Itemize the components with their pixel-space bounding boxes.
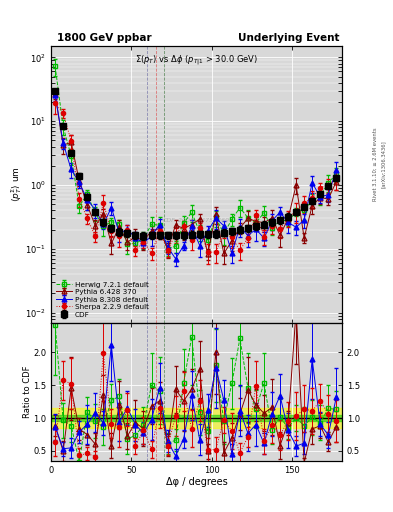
Y-axis label: Ratio to CDF: Ratio to CDF bbox=[23, 366, 32, 418]
Text: $\Sigma(p_T)$ vs $\Delta\phi$ ($p_{T|1}$ > 30.0 GeV): $\Sigma(p_T)$ vs $\Delta\phi$ ($p_{T|1}$… bbox=[135, 54, 258, 69]
Legend: Herwig 7.2.1 default, Pythia 6.428 370, Pythia 8.308 default, Sherpa 2.2.9 defau: Herwig 7.2.1 default, Pythia 6.428 370, … bbox=[55, 280, 151, 319]
Text: 1800 GeV ppbar: 1800 GeV ppbar bbox=[57, 33, 152, 44]
Y-axis label: $\langle p_T^\Sigma\rangle$ um: $\langle p_T^\Sigma\rangle$ um bbox=[9, 166, 24, 202]
Bar bbox=[51, 408, 342, 428]
Text: Underlying Event: Underlying Event bbox=[239, 33, 340, 44]
Bar bbox=[51, 415, 342, 421]
X-axis label: Δφ / degrees: Δφ / degrees bbox=[165, 477, 228, 487]
Text: CDF_2001_S4751469: CDF_2001_S4751469 bbox=[163, 218, 230, 223]
Text: Rivet 3.1.10; ≥ 2.6M events: Rivet 3.1.10; ≥ 2.6M events bbox=[373, 127, 378, 201]
Text: [arXiv:1306.3436]: [arXiv:1306.3436] bbox=[381, 140, 386, 188]
